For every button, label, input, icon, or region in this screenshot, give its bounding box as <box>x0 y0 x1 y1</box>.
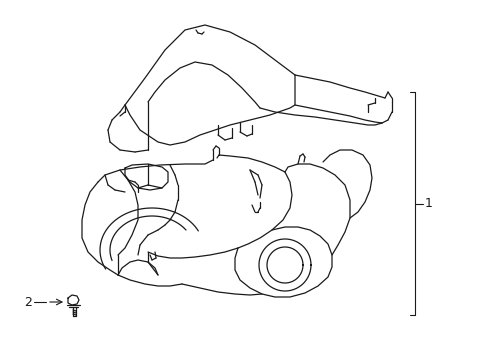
Text: 1: 1 <box>424 197 432 210</box>
Text: 2: 2 <box>24 296 32 309</box>
